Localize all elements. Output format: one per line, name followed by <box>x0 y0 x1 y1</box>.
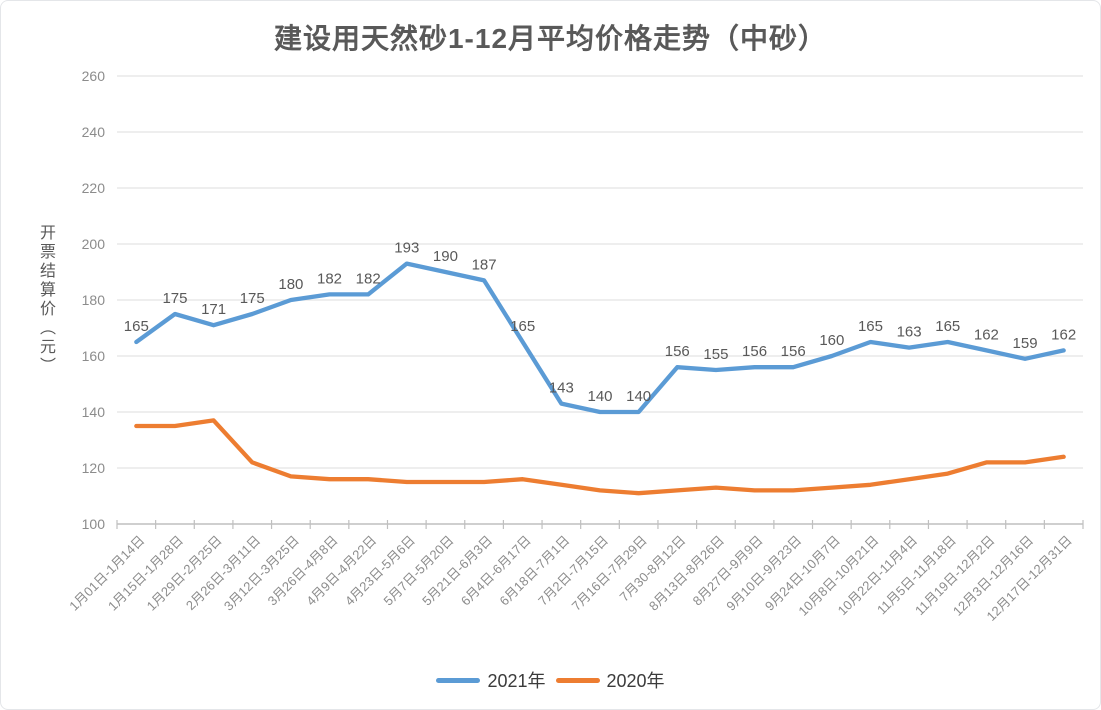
x-axis-tick-label: 7月2日-7月15日 <box>535 533 611 609</box>
data-label-2021年: 182 <box>317 270 342 287</box>
y-axis-tick-label: 240 <box>82 124 106 140</box>
data-label-2021年: 180 <box>278 276 303 293</box>
data-label-2021年: 163 <box>897 324 922 341</box>
y-axis-tick-label: 100 <box>82 516 106 532</box>
y-axis-tick-label: 200 <box>82 236 106 252</box>
legend-label-2020: 2020年 <box>606 671 665 691</box>
legend-item-2021: 2021年 <box>436 667 546 693</box>
series-line-2021年 <box>134 261 1066 415</box>
x-axis-tick-label: 4月23日-5月6日 <box>342 533 418 609</box>
data-label-2021年: 156 <box>781 343 806 360</box>
data-label-2021年: 143 <box>549 380 574 397</box>
chart-title: 建设用天然砂1-12月平均价格走势（中砂） <box>273 23 828 54</box>
data-label-2021年: 162 <box>1051 326 1076 343</box>
y-axis-title: 开票结算价（元） <box>37 224 54 376</box>
legend-label-2021: 2021年 <box>487 671 546 691</box>
data-label-2021年: 165 <box>510 318 535 335</box>
x-axis-tick-label: 4月9日-4月22日 <box>303 533 379 609</box>
data-label-2021年: 171 <box>201 301 226 318</box>
x-axis-tick-label: 6月18日-7月1日 <box>496 533 572 609</box>
y-axis-tick-label: 120 <box>82 460 106 476</box>
x-axis-tick-label: 6月4日-6月17日 <box>458 533 534 609</box>
x-axis-tick-label: 5月21日-6月3日 <box>419 533 495 609</box>
data-label-2021年: 165 <box>935 318 960 335</box>
data-label-2021年: 156 <box>742 343 767 360</box>
data-label-2021年: 187 <box>472 256 497 273</box>
data-label-2021年: 193 <box>394 240 419 257</box>
y-axis-tick-label: 220 <box>82 180 106 196</box>
data-label-2021年: 160 <box>819 332 844 349</box>
legend-line-sample-2021 <box>436 677 481 683</box>
x-axis-tick-label: 5月7日-5月20日 <box>381 533 457 609</box>
data-label-2021年: 156 <box>665 343 690 360</box>
y-axis-tick-label: 180 <box>82 292 106 308</box>
data-label-2021年: 182 <box>356 270 381 287</box>
data-label-2021年: 175 <box>162 290 187 307</box>
data-label-2021年: 190 <box>433 248 458 265</box>
y-axis-tick-label: 260 <box>82 68 106 84</box>
legend-line-sample-2020 <box>555 677 600 683</box>
data-label-2021年: 140 <box>587 388 612 405</box>
data-label-2021年: 165 <box>858 318 883 335</box>
data-label-2021年: 155 <box>703 346 728 363</box>
data-label-2021年: 140 <box>626 388 651 405</box>
data-label-2021年: 162 <box>974 326 999 343</box>
legend: 2021年 2020年 <box>1 667 1100 693</box>
y-axis-tick-label: 140 <box>82 404 106 420</box>
data-label-2021年: 165 <box>124 318 149 335</box>
series-line-2020年 <box>134 418 1066 496</box>
data-label-2021年: 175 <box>240 290 265 307</box>
x-axis-tick-label: 8月27日-9月9日 <box>690 533 766 609</box>
y-axis-tick-label: 160 <box>82 348 106 364</box>
x-axis-tick-label: 3月26日-4月8日 <box>265 533 341 609</box>
legend-item-2020: 2020年 <box>555 667 665 693</box>
data-label-2021年: 159 <box>1013 335 1038 352</box>
